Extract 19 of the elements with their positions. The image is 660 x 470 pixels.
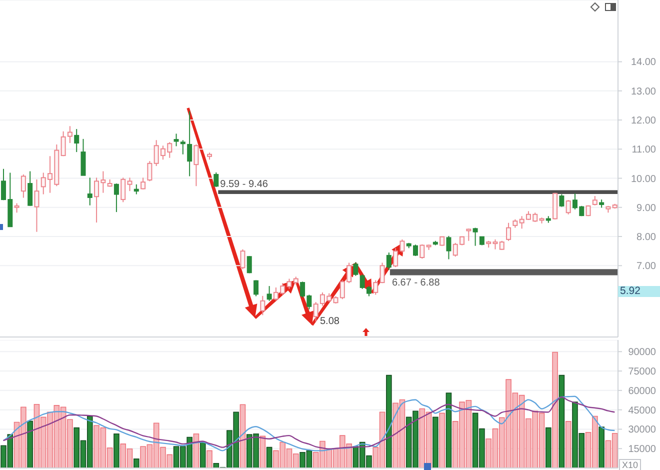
y-tick-label: 60000	[628, 386, 656, 397]
y-tick-label: 8.00	[636, 232, 656, 244]
y-tick-label: 9.00	[636, 202, 656, 214]
text: 5.92	[618, 285, 660, 297]
y-tick-label: 75000	[628, 366, 656, 378]
band-label: 6.67 - 6.88	[392, 277, 440, 288]
y-tick-label: 14.00	[630, 57, 656, 68]
y-tick-label: 10.00	[630, 174, 656, 185]
y-axis-title: X10	[619, 459, 642, 470]
y-tick-label: 7.00	[636, 261, 656, 272]
y-tick-label: 12.00	[630, 116, 656, 127]
y-tick-label: 90000	[628, 347, 656, 358]
y-tick-label: 13.00	[630, 86, 656, 98]
y-tick-label: 15000	[628, 444, 656, 456]
band-label: 9.59 - 9.46	[220, 179, 268, 190]
y-tick-label: 11.00	[632, 144, 656, 156]
y-tick-label: 45000	[628, 405, 656, 416]
y-tick-label: 30000	[628, 424, 656, 436]
annotation: 5.08	[320, 316, 340, 327]
